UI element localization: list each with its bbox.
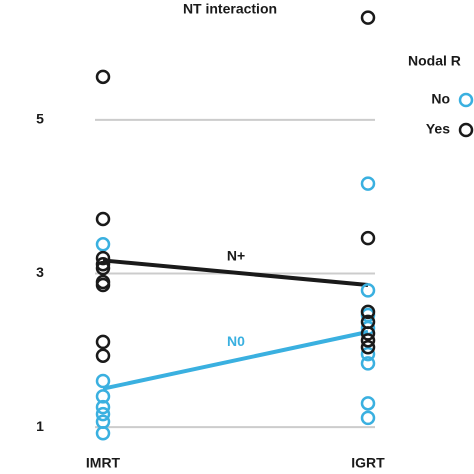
y-tick-label: 3 [36, 264, 44, 280]
data-point [95, 426, 111, 441]
data-point [95, 406, 111, 422]
legend-marker [458, 122, 474, 138]
legend-label: No [431, 91, 450, 107]
data-point [95, 260, 111, 276]
data-point [360, 10, 376, 25]
data-point [360, 176, 376, 191]
data-point [95, 277, 111, 293]
data-point [95, 414, 111, 430]
legend-label: Yes [426, 121, 450, 137]
data-point [360, 326, 376, 341]
data-point [360, 356, 376, 371]
data-point [360, 346, 376, 362]
data-point [360, 333, 376, 348]
data-point [95, 348, 111, 363]
trend-line [102, 258, 369, 288]
y-tick-label: 1 [36, 418, 44, 434]
y-tick-label: 5 [36, 111, 44, 127]
data-point [95, 211, 111, 227]
data-point [360, 396, 376, 411]
x-tick-label: IMRT [86, 455, 121, 471]
data-point [360, 304, 376, 320]
x-tick-label: IGRT [351, 455, 385, 471]
data-point [360, 230, 376, 246]
data-point [95, 69, 111, 85]
line-label: N+ [227, 247, 245, 263]
data-point [360, 410, 376, 426]
data-point [95, 250, 111, 266]
data-point [95, 237, 111, 252]
legend-marker [458, 92, 474, 108]
data-point [360, 283, 376, 298]
legend-title: Nodal R [408, 53, 461, 69]
trend-line [102, 329, 369, 391]
data-point [95, 399, 111, 415]
data-point [95, 334, 111, 350]
data-point [95, 373, 111, 389]
chart-title: NT interaction [183, 1, 277, 17]
line-label: N0 [227, 333, 245, 349]
data-point [360, 339, 376, 355]
